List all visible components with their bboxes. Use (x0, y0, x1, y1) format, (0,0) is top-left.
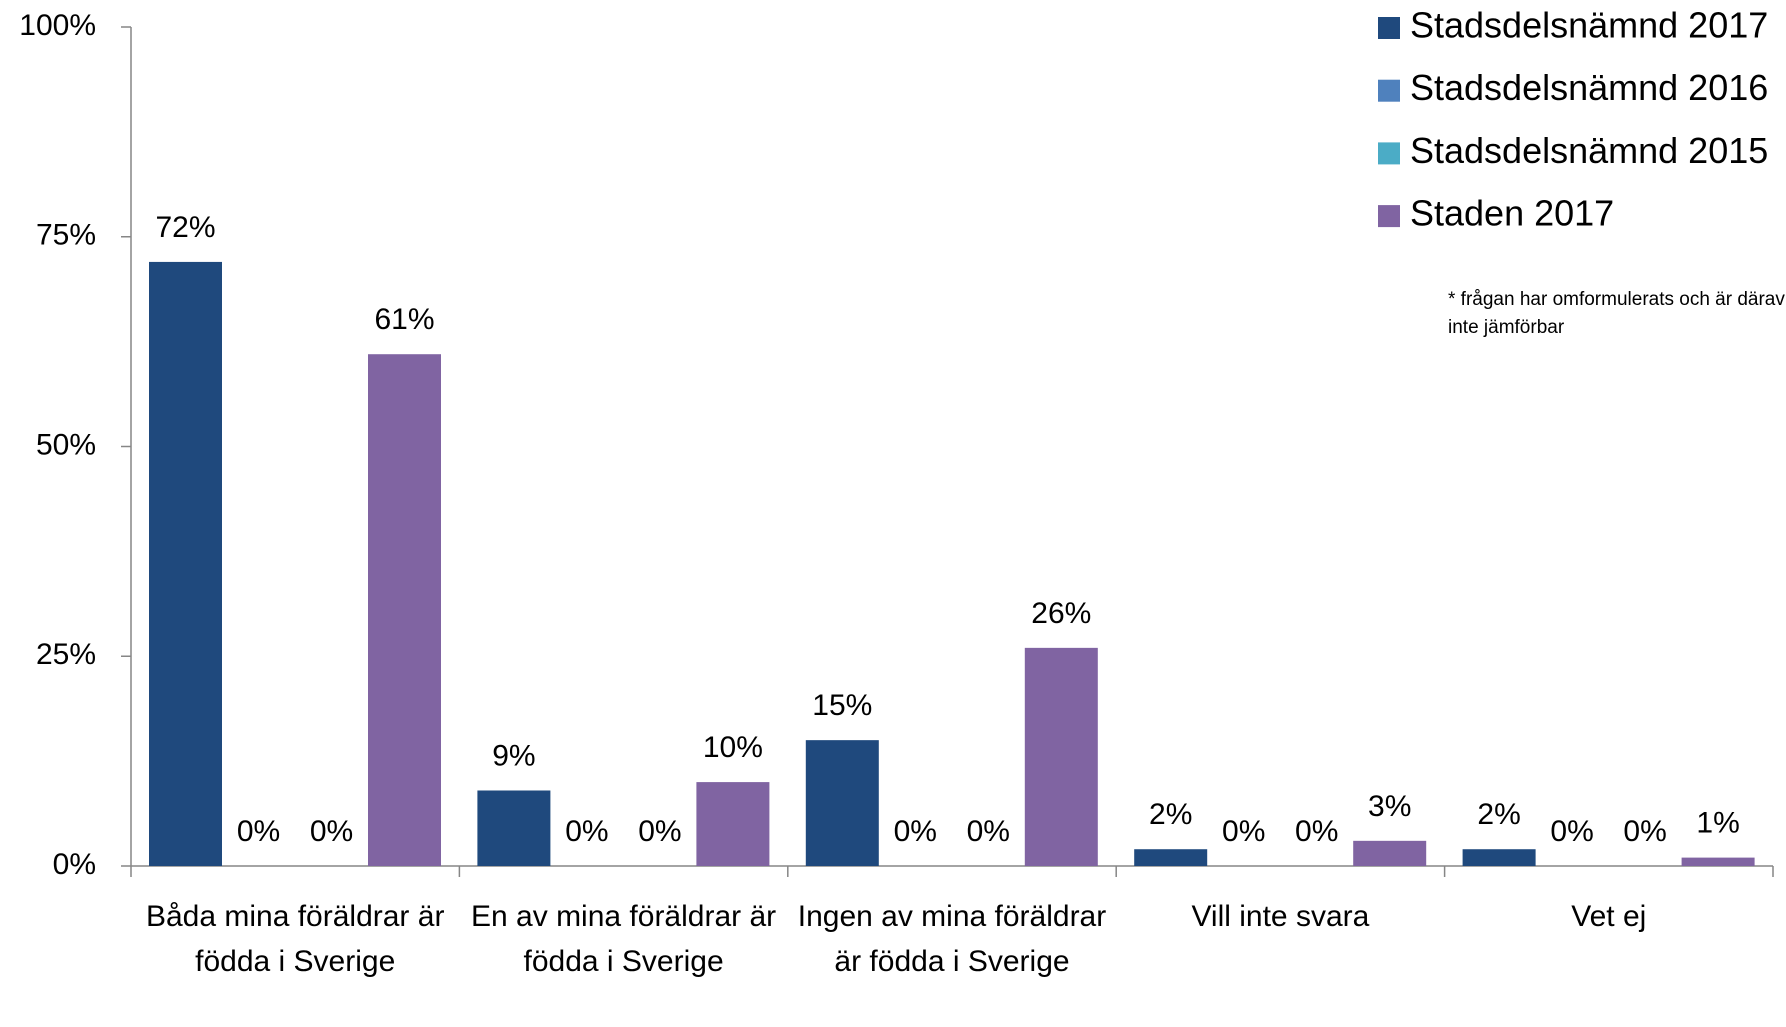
data-label: 0% (310, 815, 353, 848)
bar (1353, 840, 1427, 866)
y-tick-label: 25% (36, 638, 96, 671)
bar (368, 354, 441, 866)
x-tick-label: Ingen av mina föräldrar är födda i Sveri… (797, 900, 1107, 978)
data-label: 2% (1149, 798, 1192, 831)
data-label: 0% (638, 815, 681, 848)
bar (1681, 857, 1755, 866)
data-label: 0% (967, 815, 1010, 848)
legend-label: Staden 2017 (1410, 193, 1614, 234)
x-tick-label: Båda mina föräldrar är födda i Sverige (145, 900, 445, 978)
data-label: 0% (237, 815, 280, 848)
data-label: 0% (1295, 815, 1338, 848)
bar (696, 782, 770, 866)
data-label: 0% (1623, 815, 1666, 848)
data-label: 26% (1031, 597, 1091, 630)
y-tick-label: 75% (36, 219, 96, 252)
data-label: 3% (1368, 790, 1411, 823)
legend-label: Stadsdelsnämnd 2016 (1410, 67, 1768, 108)
x-tick-label: En av mina föräldrar är födda i Sverige (471, 900, 777, 978)
legend-label: Stadsdelsnämnd 2017 (1410, 5, 1768, 46)
legend-swatch (1378, 17, 1400, 39)
x-tick-label: Vill inte svara (1191, 900, 1370, 933)
bar (1462, 849, 1536, 866)
annotation: * frågan har omformulerats och är därav … (1448, 289, 1785, 338)
bar (1024, 647, 1098, 866)
data-label: 9% (492, 739, 535, 772)
y-tick-label: 0% (53, 848, 96, 881)
data-label: 0% (1550, 815, 1593, 848)
data-label: 1% (1696, 807, 1739, 840)
bar (805, 740, 879, 866)
data-label: 15% (812, 689, 872, 722)
legend-swatch (1378, 142, 1400, 165)
bar (477, 790, 551, 866)
y-tick-label: 50% (36, 428, 96, 461)
data-label: 2% (1477, 798, 1520, 831)
bar (1134, 849, 1208, 866)
data-label: 72% (155, 211, 215, 244)
data-label: 10% (703, 731, 763, 764)
data-label: 0% (1222, 815, 1265, 848)
legend-swatch (1378, 205, 1400, 228)
data-label: 0% (565, 815, 608, 848)
x-tick-label: Vet ej (1571, 900, 1647, 933)
legend-label: Stadsdelsnämnd 2015 (1410, 130, 1768, 171)
data-label: 61% (374, 303, 434, 336)
legend-swatch (1378, 79, 1400, 102)
y-tick-label: 100% (19, 9, 96, 42)
bar (149, 261, 222, 866)
data-label: 0% (894, 815, 937, 848)
